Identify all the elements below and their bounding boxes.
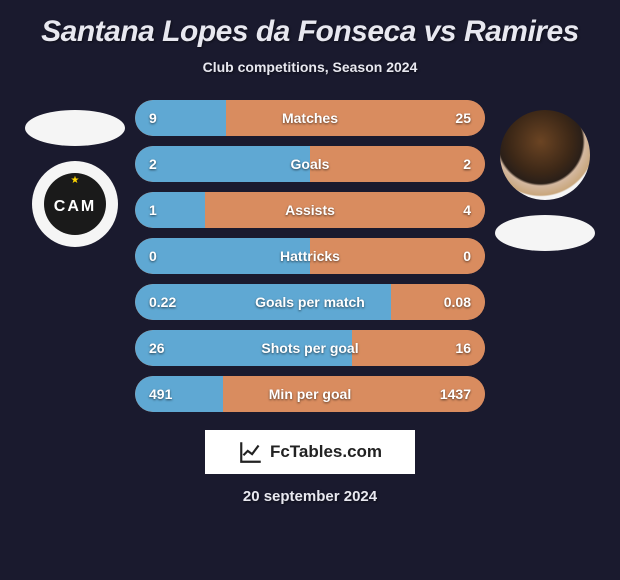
left-player-avatar-placeholder: [25, 110, 125, 146]
stat-row: 0.22Goals per match0.08: [135, 284, 485, 320]
stat-label: Hattricks: [135, 248, 485, 264]
stat-label: Goals: [135, 156, 485, 172]
left-club-badge: ★ CAM: [32, 161, 118, 247]
stat-label: Shots per goal: [135, 340, 485, 356]
stat-value-right: 0: [463, 248, 471, 264]
stat-label: Min per goal: [135, 386, 485, 402]
stat-row: 1Assists4: [135, 192, 485, 228]
club-abbr: CAM: [54, 198, 96, 216]
watermark-text: FcTables.com: [270, 442, 382, 462]
stat-label: Goals per match: [135, 294, 485, 310]
stat-row: 0Hattricks0: [135, 238, 485, 274]
page-title: Santana Lopes da Fonseca vs Ramires: [20, 15, 600, 49]
stat-value-right: 25: [455, 110, 471, 126]
stat-label: Assists: [135, 202, 485, 218]
comparison-card: Santana Lopes da Fonseca vs Ramires Club…: [0, 0, 620, 580]
stat-value-right: 0.08: [444, 294, 471, 310]
stat-label: Matches: [135, 110, 485, 126]
stat-value-right: 16: [455, 340, 471, 356]
date-text: 20 september 2024: [0, 488, 620, 505]
watermark: FcTables.com: [205, 430, 415, 474]
subtitle: Club competitions, Season 2024: [0, 59, 620, 75]
star-icon: ★: [71, 175, 80, 186]
stat-row: 26Shots per goal16: [135, 330, 485, 366]
right-player-avatar: [500, 110, 590, 200]
chart-icon: [238, 439, 264, 465]
left-player-column: ★ CAM: [25, 100, 125, 247]
stat-row: 491Min per goal1437: [135, 376, 485, 412]
content-area: ★ CAM 9Matches25 2Goals2 1Assists4 0Hattric…: [0, 100, 620, 412]
stat-value-right: 1437: [440, 386, 471, 402]
stat-row: 2Goals2: [135, 146, 485, 182]
right-player-column: [495, 100, 595, 251]
stats-bars: 9Matches25 2Goals2 1Assists4 0Hattricks0 0.2…: [135, 100, 485, 412]
stat-value-right: 2: [463, 156, 471, 172]
club-badge-inner: ★ CAM: [44, 173, 106, 235]
stat-value-right: 4: [463, 202, 471, 218]
stat-row: 9Matches25: [135, 100, 485, 136]
right-club-badge-placeholder: [495, 215, 595, 251]
